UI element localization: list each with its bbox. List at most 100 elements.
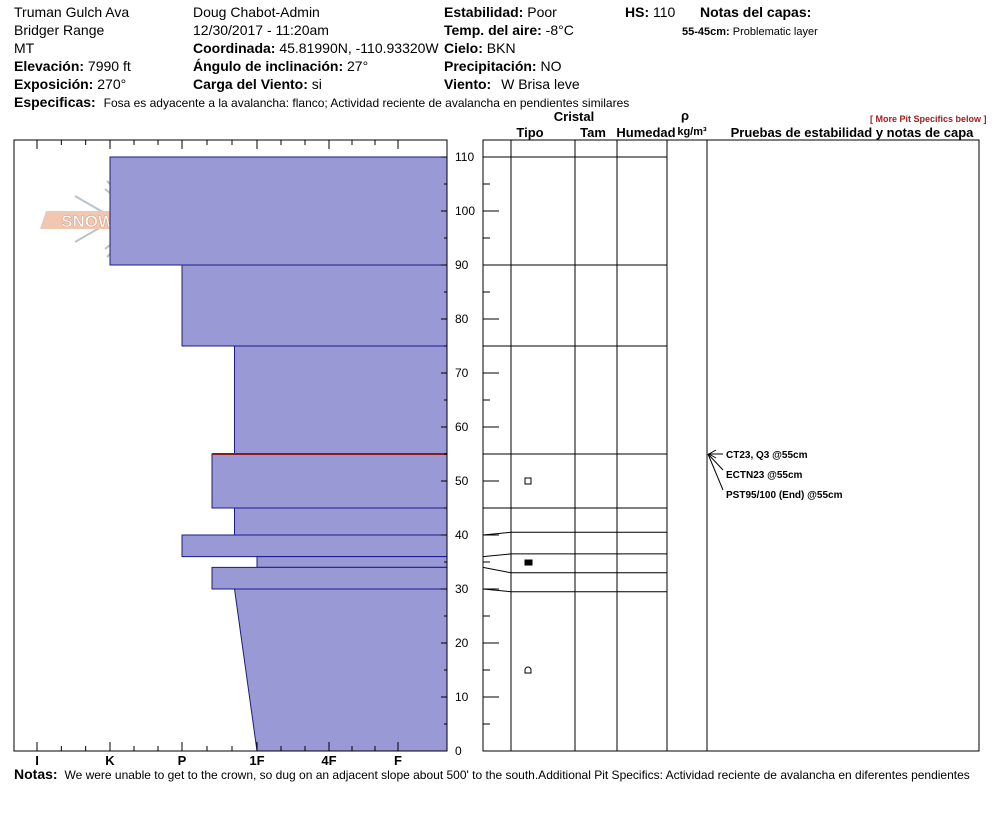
notes: Notas: We were unable to get to the crow… [14,766,970,783]
height-tick-label: 10 [455,690,469,704]
precip-label: Precipitación: [444,58,537,74]
slope-value: 27° [347,58,369,74]
grain-filled-square [524,559,533,566]
stratigraphy-frame [482,139,980,752]
height-tick-label: 60 [455,420,469,434]
hs-label: HS: [625,4,650,20]
col-density-unit: kg/m³ [677,126,707,138]
layer-note-text: Problematic layer [732,26,818,38]
layer-connector [482,531,512,536]
observer-name: Doug Chabot-Admin [193,4,320,20]
slope-label: Ángulo de inclinación: [193,58,344,74]
col-tests: Pruebas de estabilidad y notas de capa [731,125,975,140]
test-leader-line [707,453,724,471]
hardness-tick-label: P [178,753,187,768]
aspect: Exposición: 270° [14,76,126,92]
windload-value: si [311,76,322,92]
wind-label: Viento: [444,76,492,92]
hardness-tick-label: 4F [321,753,336,768]
notes-label: Notas: [14,766,58,782]
height-tick-label: 70 [455,366,469,380]
height-tick-label: 80 [455,312,469,326]
windload-label: Carga del Viento: [193,76,308,92]
hardness-tick-label: 1F [249,753,264,768]
height-tick-label: 90 [455,258,469,272]
stability-test-label: ECTN23 @55cm [726,470,803,481]
slope-angle: Ángulo de inclinación: 27° [193,58,368,74]
hardness-ticks: I K P 1F 4F F [13,140,402,768]
elevation-value: 7990 ft [87,58,131,74]
layer-note: 55-45cm: Problematic layer [682,24,818,40]
elevation-label: Elevación: [14,58,85,74]
layer-connector [482,566,512,574]
hardness-layer [233,588,448,752]
grain-open-square [524,477,532,485]
aspect-label: Exposición: [14,76,94,92]
coord-value: 45.81990N, -110.93320W [279,40,439,56]
height-axis: 0 10 20 30 40 50 60 70 80 90 100 110 [441,150,499,758]
test-arrow [707,449,717,459]
hardness-tick-label: F [394,753,402,768]
stability-test-label: CT23, Q3 @55cm [726,450,808,461]
layer-connector [482,553,512,558]
stability: Estabilidad: Poor [444,4,557,20]
hs-value: 110 [653,4,676,20]
stratigraphy-lines [482,140,708,751]
wind: Viento: W Brisa leve [444,76,580,92]
precipitation: Precipitación: NO [444,58,561,74]
col-tam: Tam [580,125,606,140]
wind-value: W Brisa leve [501,76,580,92]
layer-connector [482,588,512,593]
hardness-layer [181,264,448,347]
height-tick-label: 40 [455,528,469,542]
specifics-value: Fosa es adyacente a la avalancha: flanco… [103,96,630,110]
hardness-layer [234,345,448,455]
hardness-layer [109,156,448,266]
range-name: Bridger Range [14,22,105,38]
elevation: Elevación: 7990 ft [14,58,131,74]
airtemp-label: Temp. del aire: [444,22,542,38]
notes-text: We were unable to get to the crown, so d… [64,768,970,782]
height-tick-label: 100 [455,204,475,218]
specifics-label: Especificas: [14,94,96,110]
hardness-layer [211,566,448,590]
stability-value: Poor [527,4,557,20]
wind-load: Carga del Viento: si [193,76,322,92]
hardness-layer [256,556,448,568]
airtemp-value: -8°C [545,22,574,38]
sky: Cielo: BKN [444,40,516,56]
coordinates: Coordinada: 45.81990N, -110.93320W [193,40,439,56]
stability-test-label: PST95/100 (End) @55cm [726,490,843,501]
test-leader-line [707,453,724,491]
sky-value: BKN [486,40,516,56]
more-pit-specifics-link[interactable]: [ More Pit Specifics below ] [870,114,987,124]
height-tick-label: 110 [455,150,474,164]
layer-notes-title: Notas del capas: [700,4,812,20]
stability-tests: CT23, Q3 @55cm ECTN23 @55cm PST95/100 (End… [707,449,843,501]
hardness-plot-frame [13,139,448,752]
height-tick-label: 0 [455,744,462,758]
hardness-tick-label: K [105,753,115,768]
hardness-layer [181,534,448,558]
coord-label: Coordinada: [193,40,276,56]
snow-height: HS: 110 [625,4,675,20]
hardness-layers [109,156,448,752]
grain-dome [524,666,532,674]
col-tipo: Tipo [516,125,543,140]
location-name: Truman Gulch Ava [14,4,130,20]
hardness-layer [234,507,448,536]
hardness-tick-label: I [35,753,39,768]
specifics: Especificas: Fosa es adyacente a la aval… [14,94,629,111]
col-cristal: Cristal [554,109,594,124]
height-tick-label: 30 [455,582,469,596]
grain-symbols [524,477,533,674]
layer-note-range: 55-45cm: [682,26,730,38]
stability-label: Estabilidad: [444,4,524,20]
height-tick-label: 50 [455,474,469,488]
height-tick-label: 20 [455,636,469,650]
state-name: MT [14,40,35,56]
aspect-value: 270° [97,76,127,92]
col-humedad: Humedad [616,125,675,140]
hardness-layer [211,453,448,509]
